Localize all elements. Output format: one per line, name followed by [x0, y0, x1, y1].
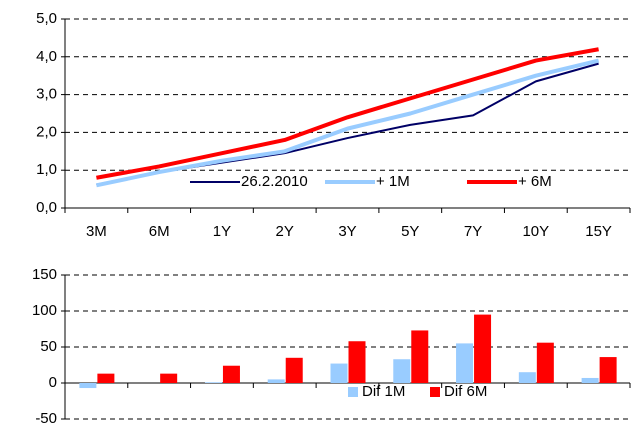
x-tick-label: 6M [149, 223, 170, 240]
bar [97, 373, 115, 383]
bar [222, 365, 240, 383]
legend-label: 26.2.2010 [241, 173, 308, 190]
line-series [95, 58, 600, 188]
x-tick-label: 2Y [276, 223, 294, 240]
line-series [96, 62, 599, 186]
x-tick-label: 1Y [213, 223, 231, 240]
x-tick-label: 5Y [401, 223, 419, 240]
bar [79, 383, 97, 389]
bar [348, 341, 366, 383]
bar [393, 359, 411, 383]
legend-label: Dif 6M [444, 383, 487, 400]
y-tick-label: 0 [49, 374, 57, 391]
y-tick-label: -50 [35, 410, 57, 425]
bar [518, 372, 536, 383]
x-tick-label: 10Y [522, 223, 549, 240]
bar [160, 373, 178, 383]
bar [474, 314, 492, 383]
bar [581, 377, 599, 383]
y-tick-label: 3,0 [36, 86, 57, 103]
y-tick-label: 150 [32, 266, 57, 283]
bar [456, 343, 474, 383]
x-tick-label: 15Y [585, 223, 612, 240]
x-tick-label: 3Y [338, 223, 356, 240]
y-tick-label: 4,0 [36, 48, 57, 65]
legend-label: + 6M [518, 173, 552, 190]
legend-swatch [430, 387, 440, 397]
bar [536, 342, 554, 383]
y-tick-label: 1,0 [36, 161, 57, 178]
y-tick-label: 2,0 [36, 123, 57, 140]
bar [599, 357, 617, 383]
bar [204, 382, 222, 383]
legend-label: + 1M [376, 173, 410, 190]
x-tick-label: 3M [86, 223, 107, 240]
bar [330, 363, 348, 383]
y-tick-label: 5,0 [36, 10, 57, 27]
bar [285, 357, 303, 383]
bar [411, 330, 429, 383]
x-tick-label: 7Y [464, 223, 482, 240]
y-tick-label: 50 [40, 338, 57, 355]
bar [267, 379, 285, 383]
y-tick-label: 0,0 [36, 199, 57, 216]
legend-swatch [348, 387, 358, 397]
legend-label: Dif 1M [362, 383, 405, 400]
y-tick-label: 100 [32, 302, 57, 319]
line-series [96, 47, 599, 180]
